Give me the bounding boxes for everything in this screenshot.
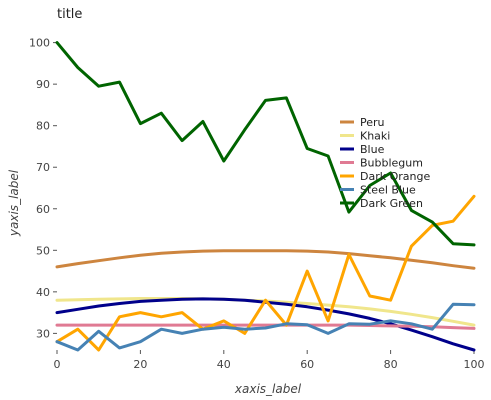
x-tick-label: 20 (133, 358, 147, 371)
x-axis-title: xaxis_label (234, 382, 302, 396)
y-tick-label: 90 (36, 78, 50, 91)
legend-label-dark-orange: Dark Orange (360, 170, 430, 183)
y-tick-label: 40 (36, 286, 50, 299)
x-tick-label: 0 (54, 358, 61, 371)
x-tick-label: 40 (217, 358, 231, 371)
y-tick-label: 50 (36, 244, 50, 257)
y-tick-label: 60 (36, 203, 50, 216)
series-line-dark-green (55, 41, 476, 247)
x-tick-label: 100 (464, 358, 485, 371)
series-line-steel-blue (55, 302, 476, 352)
legend-label-steel-blue: Steel Blue (360, 184, 416, 197)
legend-label-dark-green: Dark Green (360, 197, 423, 210)
chart-title: title (57, 7, 82, 22)
y-tick-label: 100 (29, 37, 50, 50)
series-line-peru (55, 249, 476, 270)
legend-label-blue: Blue (360, 143, 385, 156)
legend-label-peru: Peru (360, 116, 385, 129)
legend-label-khaki: Khaki (360, 130, 390, 143)
y-axis-title: yaxis_label (7, 169, 21, 237)
plot-area: 30 40 50 60 70 80 90 100 0 20 40 60 80 100 (29, 37, 485, 371)
y-tick-label: 30 (36, 327, 50, 340)
x-tick-label: 80 (384, 358, 398, 371)
x-tick-label: 60 (300, 358, 314, 371)
y-tick-label: 80 (36, 120, 50, 133)
y-tick-label: 70 (36, 161, 50, 174)
legend-label-bubblegum: Bubblegum (360, 157, 423, 170)
series-line-dark-orange (55, 194, 476, 352)
series-line-bubblegum (55, 323, 476, 330)
